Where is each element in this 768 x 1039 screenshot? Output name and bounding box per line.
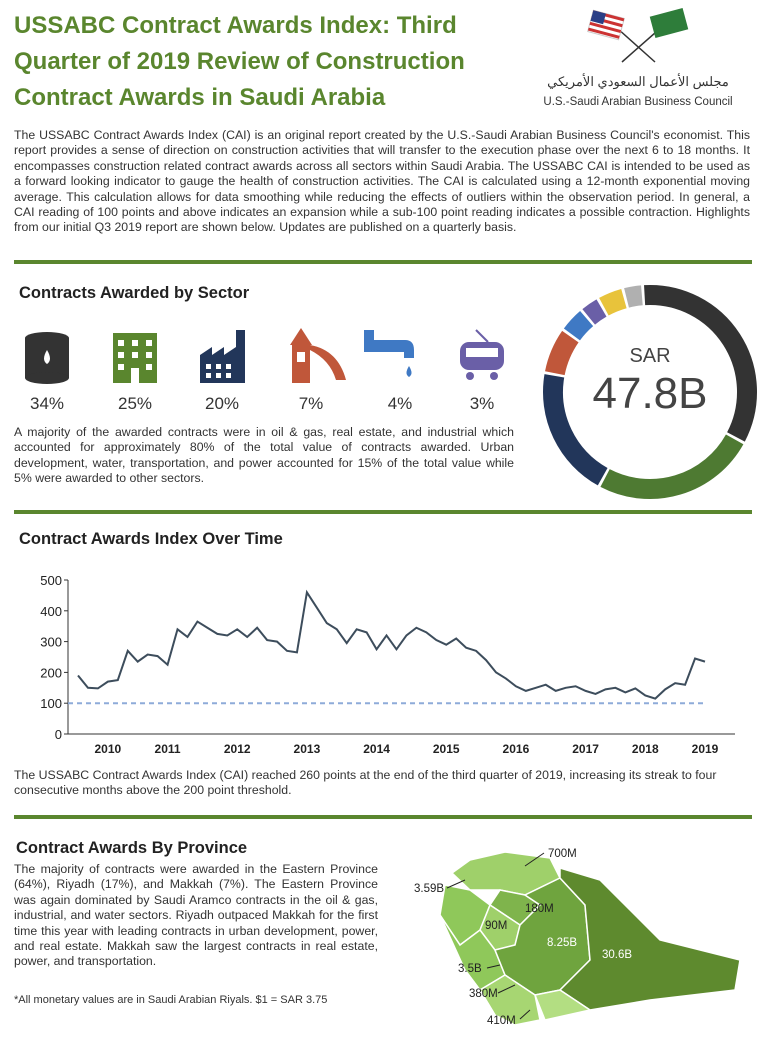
section-heading: Contract Awards Index Over Time xyxy=(19,530,283,548)
section-rule xyxy=(14,510,752,514)
x-tick-label: 2012 xyxy=(224,742,251,756)
y-tick-label: 0 xyxy=(55,727,62,742)
index-line xyxy=(77,589,706,700)
sector-percent: 7% xyxy=(299,394,324,413)
index-caption: The USSABC Contract Awards Index (CAI) r… xyxy=(14,768,717,798)
section-heading: Contracts Awarded by Sector xyxy=(19,284,250,302)
footnote: *All monetary values are in Saudi Arabia… xyxy=(14,994,328,1006)
sector-percent: 20% xyxy=(205,394,239,413)
sector-percent: 25% xyxy=(118,394,152,413)
x-tick-label: 2011 xyxy=(155,742,181,756)
building-icon xyxy=(113,333,157,383)
org-arabic: مجلس الأعمال السعودي الأمريكي xyxy=(547,73,729,90)
section-rule xyxy=(14,260,752,264)
map-label: 3.5B xyxy=(458,963,482,975)
map-pointers xyxy=(446,852,545,1020)
water-icon xyxy=(364,330,414,377)
map-label: 90M xyxy=(485,920,507,932)
donut-center-label: SAR xyxy=(629,345,670,367)
donut-segment xyxy=(545,330,579,376)
y-tick-label: 500 xyxy=(40,573,62,588)
y-tick-label: 300 xyxy=(40,635,62,650)
section-rule xyxy=(14,815,752,819)
intro: The USSABC Contract Awards Index (CAI) i… xyxy=(14,128,750,235)
x-tick-label: 2014 xyxy=(363,742,390,756)
factory-icon xyxy=(200,330,245,383)
donut-segment xyxy=(563,311,594,341)
donut-segment xyxy=(644,285,757,442)
org-name: U.S.-Saudi Arabian Business Council xyxy=(543,96,732,108)
title-line: Contract Awards in Saudi Arabia xyxy=(14,84,386,111)
donut-segment xyxy=(624,285,643,308)
map-label: 180M xyxy=(525,903,554,915)
donut-segment xyxy=(582,299,607,325)
map-label: 410M xyxy=(487,1015,516,1027)
playground-icon xyxy=(290,328,346,383)
tram-icon xyxy=(460,329,504,380)
sector-percent: 3% xyxy=(470,394,495,413)
x-tick-label: 2013 xyxy=(294,742,321,756)
donut-segment xyxy=(599,288,627,316)
map-label: 700M xyxy=(548,848,577,860)
x-tick-label: 2017 xyxy=(572,742,599,756)
logo: مجلس الأعمال السعودي الأمريكي U.S.-Saudi… xyxy=(543,7,733,108)
donut-segment xyxy=(543,374,608,486)
x-tick-label: 2019 xyxy=(692,742,719,756)
map-label: 3.59B xyxy=(414,883,444,895)
section-heading: Contract Awards By Province xyxy=(16,839,247,857)
donut-center-value: 47.8B xyxy=(593,369,708,418)
x-tick-label: 2015 xyxy=(433,742,460,756)
map-label: 8.25B xyxy=(547,937,577,949)
x-tick-label: 2018 xyxy=(632,742,659,756)
donut-segment xyxy=(600,434,744,499)
x-tick-label: 2016 xyxy=(503,742,530,756)
oil-icon xyxy=(25,332,69,384)
sector-caption: A majority of the awarded contracts were… xyxy=(14,425,514,486)
province-text: The majority of contracts were awarded i… xyxy=(14,862,378,969)
title-line: Quarter of 2019 Review of Construction xyxy=(14,48,465,75)
y-tick-label: 200 xyxy=(40,665,62,680)
map xyxy=(439,851,741,1026)
map-label: 30.6B xyxy=(602,949,632,961)
map-label: 380M xyxy=(469,988,498,1000)
sector-percent: 4% xyxy=(388,394,413,413)
sector-percent: 34% xyxy=(30,394,64,413)
y-tick-label: 400 xyxy=(40,604,62,619)
x-tick-label: 2010 xyxy=(95,742,122,756)
y-tick-label: 100 xyxy=(40,696,62,711)
title-line: USSABC Contract Awards Index: Third xyxy=(14,12,457,39)
